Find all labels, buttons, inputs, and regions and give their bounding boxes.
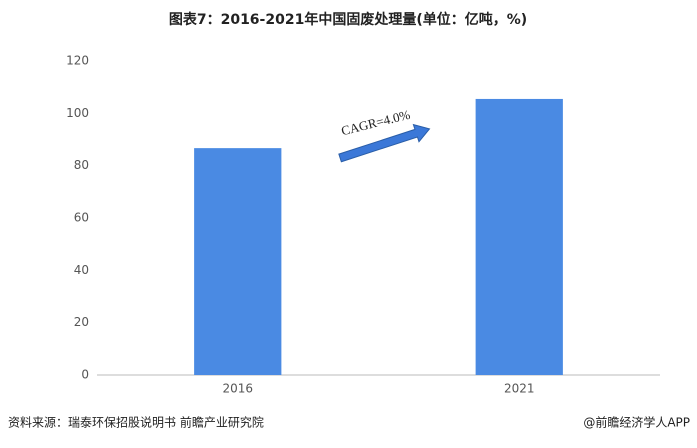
y-tick-label: 40 (74, 263, 89, 277)
source: 资料来源：瑞泰环保招股说明书 前瞻产业研究院 (8, 415, 264, 430)
y-tick-label: 80 (74, 158, 89, 172)
credit: @前瞻经济学人APP (583, 415, 690, 430)
x-tick-label: 2016 (222, 382, 253, 396)
x-tick-label: 2021 (504, 382, 535, 396)
bar (194, 148, 282, 375)
y-tick-label: 120 (66, 54, 89, 68)
y-tick-label: 0 (81, 368, 89, 382)
y-tick-label: 20 (74, 315, 89, 329)
arrow-shape (338, 123, 431, 163)
chart-title: 图表7：2016-2021年中国固废处理量(单位：亿吨，%) (169, 11, 527, 28)
y-tick-label: 100 (66, 106, 89, 120)
bar (475, 98, 563, 376)
y-tick-label: 60 (74, 211, 89, 225)
cagr-arrow (338, 123, 431, 163)
